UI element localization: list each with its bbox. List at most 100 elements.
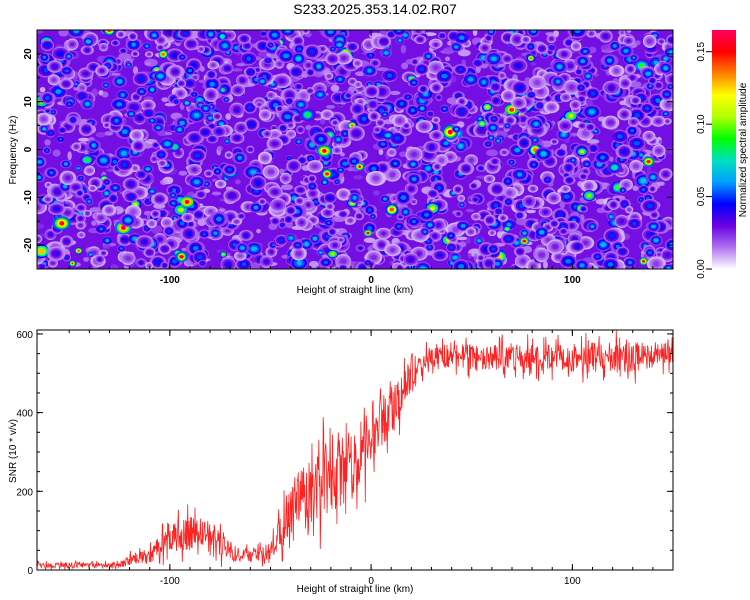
- heatmap-blob: [564, 174, 568, 177]
- heatmap-speckle: [161, 97, 169, 103]
- heatmap-blob: [120, 151, 127, 156]
- heatmap-blob: [37, 160, 43, 164]
- heatmap-blob: [623, 49, 629, 53]
- heatmap-blob: [224, 66, 230, 71]
- heatmap-blob: [410, 108, 415, 113]
- heatmap-speckle: [144, 58, 158, 67]
- heatmap-blob: [664, 112, 668, 115]
- heatmap-blob: [381, 231, 386, 236]
- heatmap-blob: [271, 32, 278, 38]
- heatmap-speckle: [218, 208, 226, 212]
- heatmap-blob: [128, 181, 134, 187]
- heatmap-blob: [641, 259, 646, 263]
- heatmap-blob: [561, 230, 566, 233]
- heatmap-blob: [430, 192, 435, 196]
- heatmap-blob: [531, 187, 535, 190]
- heatmap-blob: [79, 233, 83, 237]
- heatmap-blob: [145, 44, 149, 48]
- heatmap-speckle: [540, 140, 552, 148]
- heatmap-blob: [460, 224, 466, 228]
- heatmap-speckle: [363, 237, 376, 243]
- heatmap-blob: [269, 93, 273, 97]
- heatmap-blob: [630, 128, 635, 133]
- heatmap-blob: [579, 263, 585, 268]
- heatmap-blob: [37, 205, 41, 210]
- heatmap-blob: [482, 213, 487, 218]
- heatmap-blob: [85, 48, 90, 52]
- heatmap-blob: [52, 251, 60, 256]
- heatmap-blob: [269, 43, 273, 47]
- heatmap-speckle: [465, 208, 475, 213]
- heatmap-blob: [150, 88, 154, 92]
- heatmap-blob: [310, 191, 316, 196]
- heatmap-blob: [298, 128, 303, 132]
- heatmap-blob: [565, 258, 572, 264]
- heatmap-blob: [272, 127, 276, 130]
- heatmap-blob: [296, 39, 301, 43]
- heatmap-blob: [378, 121, 383, 125]
- heatmap-blob: [622, 202, 627, 206]
- heatmap-blob: [607, 58, 613, 63]
- heatmap-blob: [366, 226, 373, 231]
- heatmap-blob: [77, 249, 81, 252]
- heatmap-blob: [205, 182, 208, 186]
- heatmap-blob: [639, 153, 644, 157]
- heatmap-blob: [91, 65, 96, 69]
- heatmap-blob: [315, 114, 320, 118]
- heatmap-blob: [398, 215, 402, 218]
- heatmap-blob: [522, 231, 527, 235]
- heatmap-blob: [478, 117, 482, 121]
- heatmap-blob: [495, 262, 500, 266]
- heatmap-speckle: [89, 207, 102, 213]
- heatmap-blob: [297, 85, 301, 88]
- heatmap-speckle: [58, 30, 69, 37]
- heatmap-blob: [537, 89, 544, 94]
- heatmap-blob: [567, 63, 574, 68]
- heatmap-blob: [476, 61, 480, 65]
- heatmap-blob: [298, 102, 303, 107]
- heatmap-blob: [73, 185, 79, 190]
- heatmap-blob: [93, 181, 98, 186]
- heatmap-blob: [520, 258, 526, 264]
- heatmap-blob: [297, 47, 302, 51]
- heatmap-blob: [506, 200, 511, 204]
- heatmap-blob: [581, 175, 585, 178]
- heatmap-blob: [460, 203, 464, 206]
- heatmap-blob: [304, 242, 309, 247]
- heatmap-speckle: [586, 139, 600, 145]
- heatmap-blob: [434, 43, 438, 46]
- heatmap-blob: [393, 161, 398, 166]
- heatmap-blob: [301, 93, 306, 98]
- heatmap-blob: [196, 254, 203, 260]
- heatmap-blob: [283, 176, 288, 181]
- heatmap-blob: [582, 131, 589, 136]
- heatmap-blob: [434, 177, 438, 181]
- heatmap-blob: [474, 215, 478, 218]
- heatmap-blob: [335, 149, 339, 152]
- heatmap-blob: [64, 210, 71, 215]
- heatmap-blob: [447, 155, 453, 159]
- heatmap-blob: [575, 244, 580, 249]
- heatmap-blob: [160, 162, 164, 165]
- heatmap-blob: [469, 158, 474, 163]
- heatmap-blob: [248, 122, 255, 127]
- heatmap-blob: [245, 44, 250, 48]
- heatmap-blob: [379, 165, 386, 171]
- heatmap-blob: [634, 112, 641, 118]
- heatmap-blob: [202, 232, 206, 236]
- heatmap-blob: [556, 255, 561, 260]
- heatmap-speckle: [657, 139, 663, 144]
- heatmap-blob: [366, 42, 372, 47]
- heatmap-blob: [117, 79, 123, 84]
- heatmap-blob: [614, 68, 619, 73]
- heatmap-blob: [229, 193, 235, 198]
- heatmap-blob: [442, 107, 447, 111]
- heatmap-blob: [240, 246, 245, 250]
- heatmap-blob: [306, 203, 311, 207]
- heatmap-blob: [277, 62, 282, 66]
- heatmap-blob: [324, 172, 330, 176]
- heatmap-blob: [419, 67, 425, 72]
- heatmap-blob: [145, 103, 151, 108]
- heatmap-blob: [378, 108, 384, 113]
